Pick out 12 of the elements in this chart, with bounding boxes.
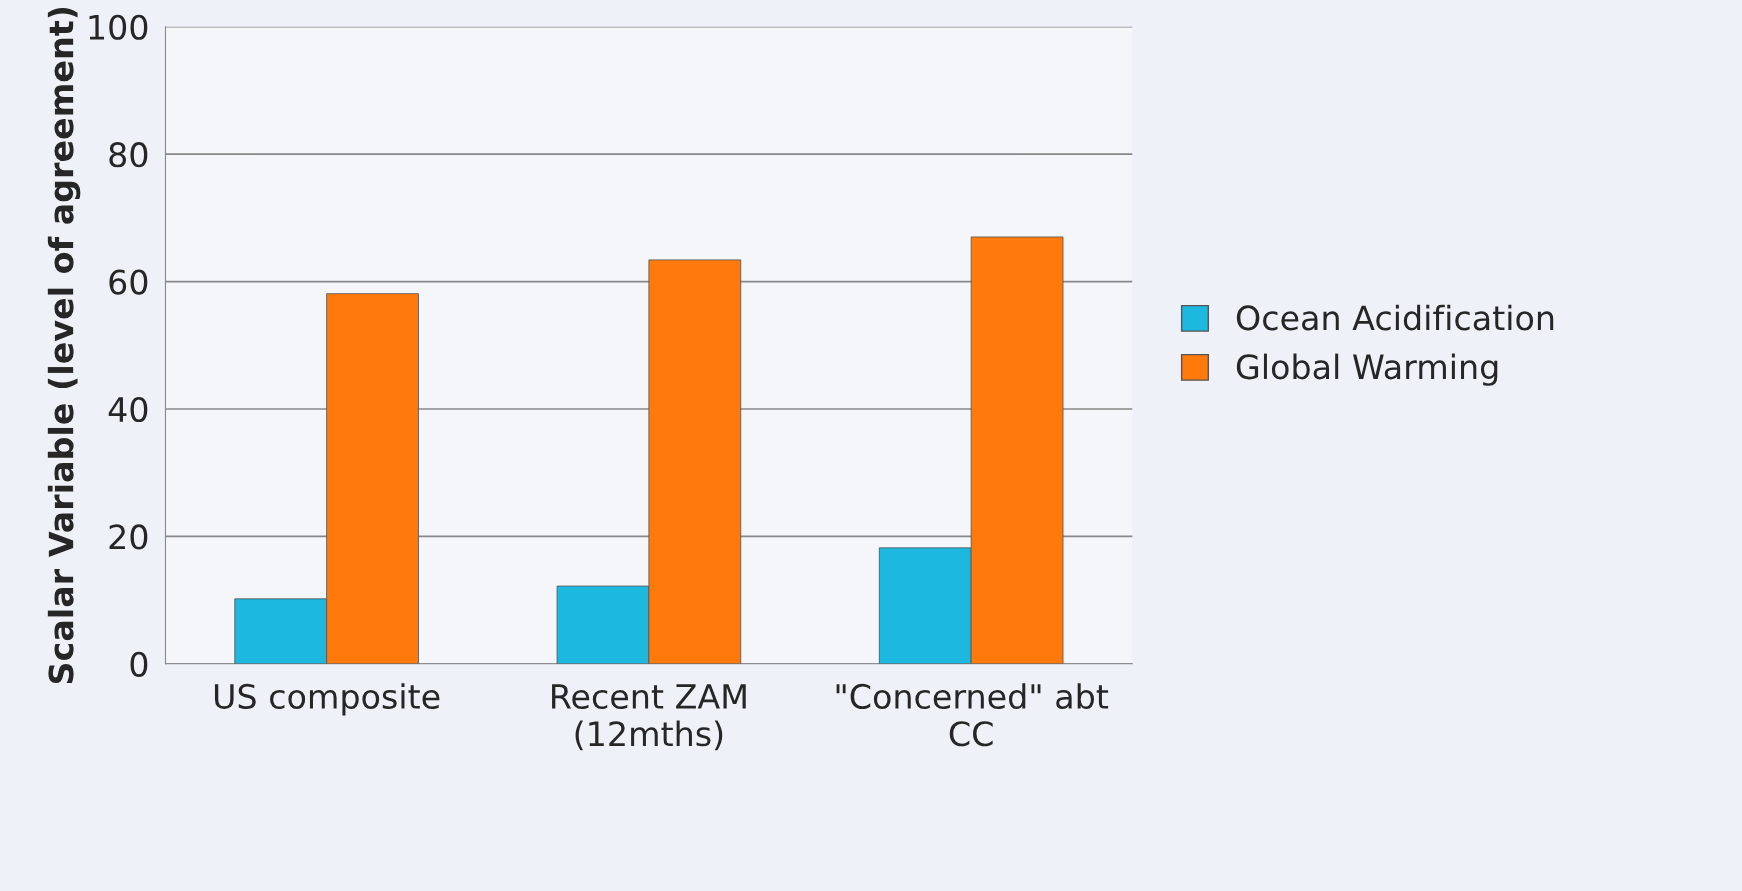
y-tick-label: 0 [130,651,148,677]
x-tick-label: Recent ZAM (12mths) [552,684,746,751]
y-tick-label: 100 [89,14,148,40]
x-tick-label: US composite [214,683,440,716]
x-tick-label: "Concerned" abt CC [836,683,1109,747]
y-tick-label: 80 [109,142,148,168]
y-axis-title: Scalar Variable (level of agreement) [47,7,81,684]
legend-label: Global Warming [1236,353,1498,386]
y-tick-label: 40 [108,396,148,423]
y-tick-label: 60 [109,269,148,295]
y-tick-label: 20 [109,524,148,550]
legend-label: Ocean Acidification [1236,304,1554,331]
